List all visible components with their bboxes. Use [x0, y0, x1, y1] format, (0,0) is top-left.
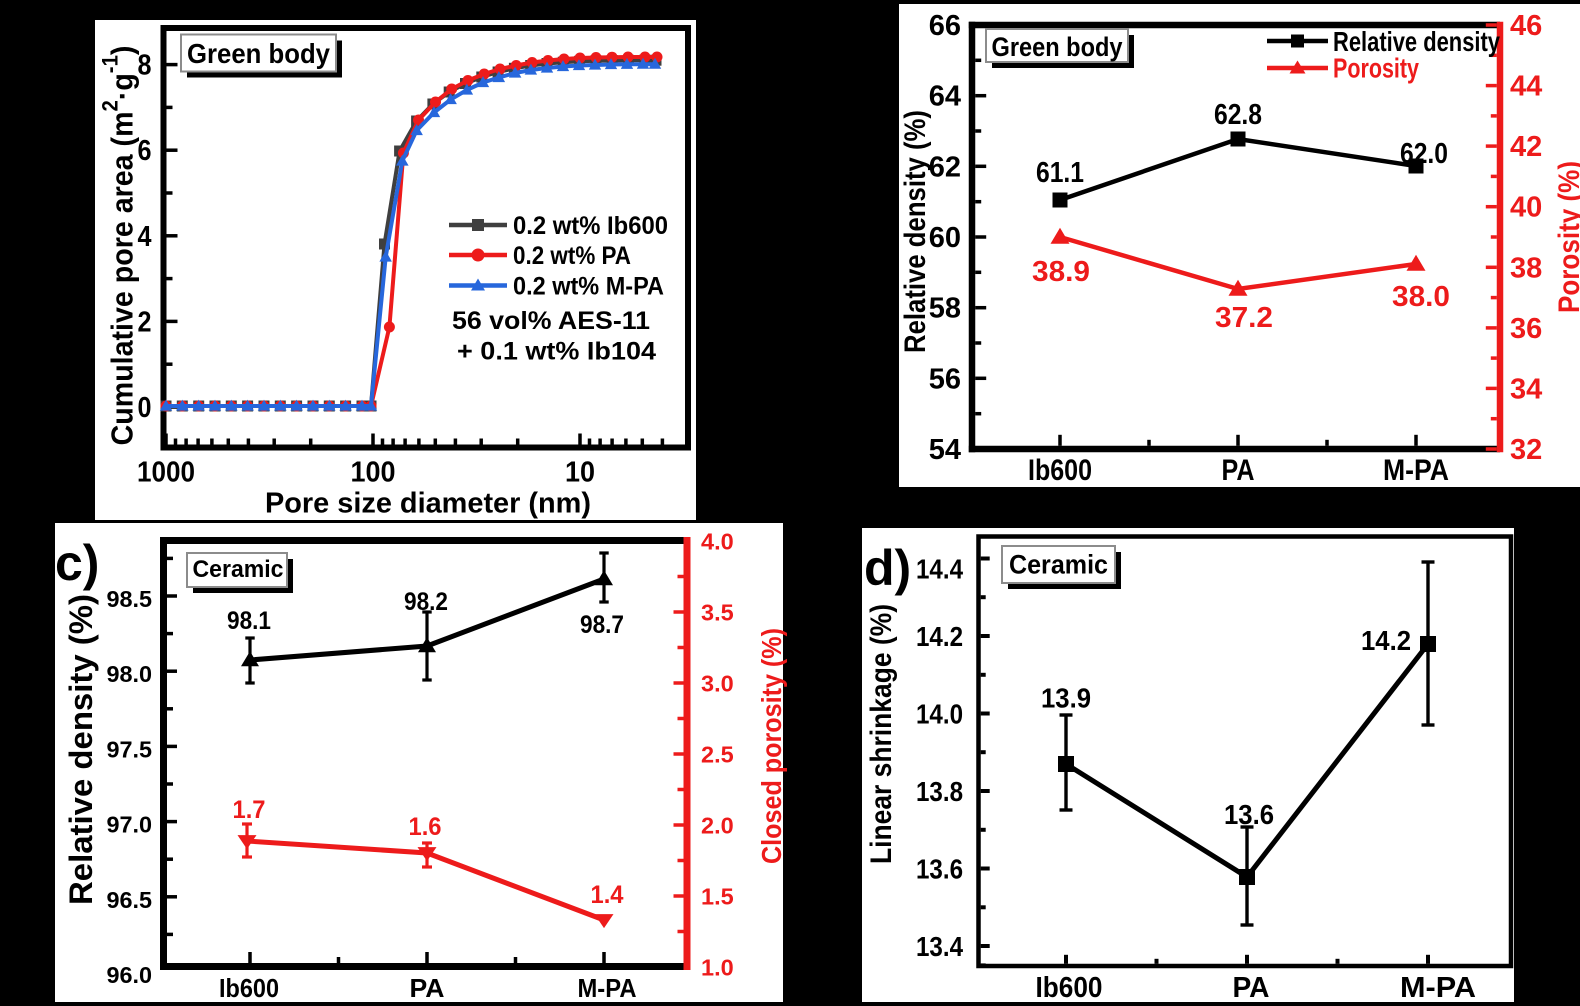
- svg-text:Ib600: Ib600: [1036, 972, 1103, 1004]
- svg-text:42: 42: [1510, 131, 1542, 163]
- svg-text:60: 60: [929, 222, 961, 254]
- svg-text:64: 64: [929, 81, 961, 113]
- svg-text:Green body: Green body: [187, 38, 330, 69]
- svg-text:Relative density (%): Relative density (%): [899, 110, 932, 353]
- svg-text:38: 38: [1510, 252, 1542, 284]
- svg-text:58: 58: [929, 293, 961, 325]
- svg-text:14.0: 14.0: [916, 699, 963, 730]
- svg-text:98.0: 98.0: [106, 661, 152, 687]
- svg-text:61.1: 61.1: [1036, 157, 1084, 189]
- svg-text:2.5: 2.5: [701, 742, 734, 768]
- svg-text:Closed porosity (%): Closed porosity (%): [756, 628, 787, 864]
- svg-text:62: 62: [929, 151, 961, 183]
- svg-text:38.0: 38.0: [1392, 281, 1450, 313]
- svg-text:2: 2: [138, 306, 152, 338]
- svg-text:3.0: 3.0: [701, 671, 734, 697]
- svg-text:3.5: 3.5: [701, 600, 734, 626]
- svg-text:M-PA: M-PA: [578, 973, 637, 1003]
- svg-text:97.0: 97.0: [106, 812, 152, 838]
- svg-text:Ceramic: Ceramic: [193, 556, 284, 583]
- svg-text:46: 46: [1510, 10, 1542, 42]
- svg-text:Ib600: Ib600: [219, 973, 279, 1003]
- svg-text:M-PA: M-PA: [1400, 972, 1476, 1004]
- svg-text:d): d): [864, 540, 911, 596]
- svg-text:37.2: 37.2: [1215, 302, 1273, 334]
- svg-text:62.8: 62.8: [1214, 99, 1262, 131]
- svg-text:14.2: 14.2: [1361, 625, 1411, 656]
- svg-text:Cumulative pore area (m2·g-1): Cumulative pore area (m2·g-1): [99, 46, 140, 446]
- svg-text:10: 10: [565, 457, 595, 489]
- svg-text:13.6: 13.6: [1224, 799, 1274, 830]
- svg-text:0.2 wt% M-PA: 0.2 wt% M-PA: [513, 273, 664, 301]
- svg-text:8: 8: [138, 50, 152, 82]
- svg-text:PA: PA: [1233, 972, 1270, 1004]
- svg-text:0: 0: [138, 392, 152, 424]
- svg-text:13.6: 13.6: [916, 854, 963, 885]
- svg-text:38.9: 38.9: [1032, 256, 1090, 288]
- svg-text:98.2: 98.2: [404, 588, 448, 616]
- svg-text:Porosity (%): Porosity (%): [1553, 161, 1580, 313]
- svg-text:+ 0.1 wt% Ib104: + 0.1 wt% Ib104: [457, 338, 656, 366]
- svg-text:Ceramic: Ceramic: [1009, 550, 1108, 580]
- svg-text:13.8: 13.8: [916, 776, 963, 807]
- svg-text:1.0: 1.0: [701, 955, 734, 981]
- svg-text:98.7: 98.7: [580, 611, 624, 639]
- svg-text:Relative density (%): Relative density (%): [63, 594, 99, 905]
- svg-text:0.2 wt% Ib600: 0.2 wt% Ib600: [513, 212, 668, 240]
- svg-text:13.4: 13.4: [916, 931, 963, 962]
- svg-text:Ib600: Ib600: [1028, 454, 1092, 487]
- svg-text:0.2 wt% PA: 0.2 wt% PA: [513, 242, 631, 270]
- svg-text:100: 100: [351, 457, 396, 489]
- svg-text:44: 44: [1510, 71, 1542, 103]
- svg-text:Green body: Green body: [992, 32, 1123, 62]
- svg-text:98.5: 98.5: [106, 586, 152, 612]
- svg-text:36: 36: [1510, 313, 1542, 345]
- svg-text:34: 34: [1510, 373, 1542, 405]
- svg-text:1.6: 1.6: [409, 813, 442, 841]
- svg-text:Porosity: Porosity: [1333, 53, 1419, 84]
- svg-text:98.1: 98.1: [227, 607, 271, 635]
- svg-text:96.5: 96.5: [106, 887, 152, 913]
- svg-text:Relative density: Relative density: [1333, 26, 1500, 57]
- svg-text:40: 40: [1510, 192, 1542, 224]
- svg-text:54: 54: [929, 434, 961, 466]
- svg-text:62.0: 62.0: [1400, 138, 1448, 170]
- svg-text:32: 32: [1510, 434, 1542, 466]
- svg-text:1.7: 1.7: [233, 796, 266, 824]
- svg-text:1.5: 1.5: [701, 884, 734, 910]
- svg-text:56: 56: [929, 363, 961, 395]
- svg-text:1000: 1000: [137, 457, 195, 489]
- svg-text:4.0: 4.0: [701, 529, 734, 555]
- svg-text:4: 4: [138, 221, 152, 253]
- svg-text:14.4: 14.4: [916, 554, 963, 585]
- svg-text:96.0: 96.0: [106, 962, 152, 988]
- svg-text:6: 6: [138, 135, 152, 167]
- svg-text:Linear shrinkage (%): Linear shrinkage (%): [865, 604, 898, 864]
- svg-text:1.4: 1.4: [591, 881, 624, 909]
- svg-text:c): c): [55, 535, 99, 591]
- svg-text:M-PA: M-PA: [1383, 454, 1449, 487]
- svg-text:56 vol% AES-11: 56 vol% AES-11: [452, 307, 650, 335]
- svg-text:14.2: 14.2: [916, 621, 963, 652]
- svg-text:97.5: 97.5: [106, 736, 152, 762]
- svg-text:PA: PA: [410, 973, 445, 1003]
- svg-text:13.9: 13.9: [1041, 683, 1091, 714]
- svg-text:PA: PA: [1222, 454, 1255, 487]
- svg-text:2.0: 2.0: [701, 813, 734, 839]
- svg-text:66: 66: [929, 10, 961, 42]
- svg-text:Pore size diameter (nm): Pore size diameter (nm): [265, 487, 591, 519]
